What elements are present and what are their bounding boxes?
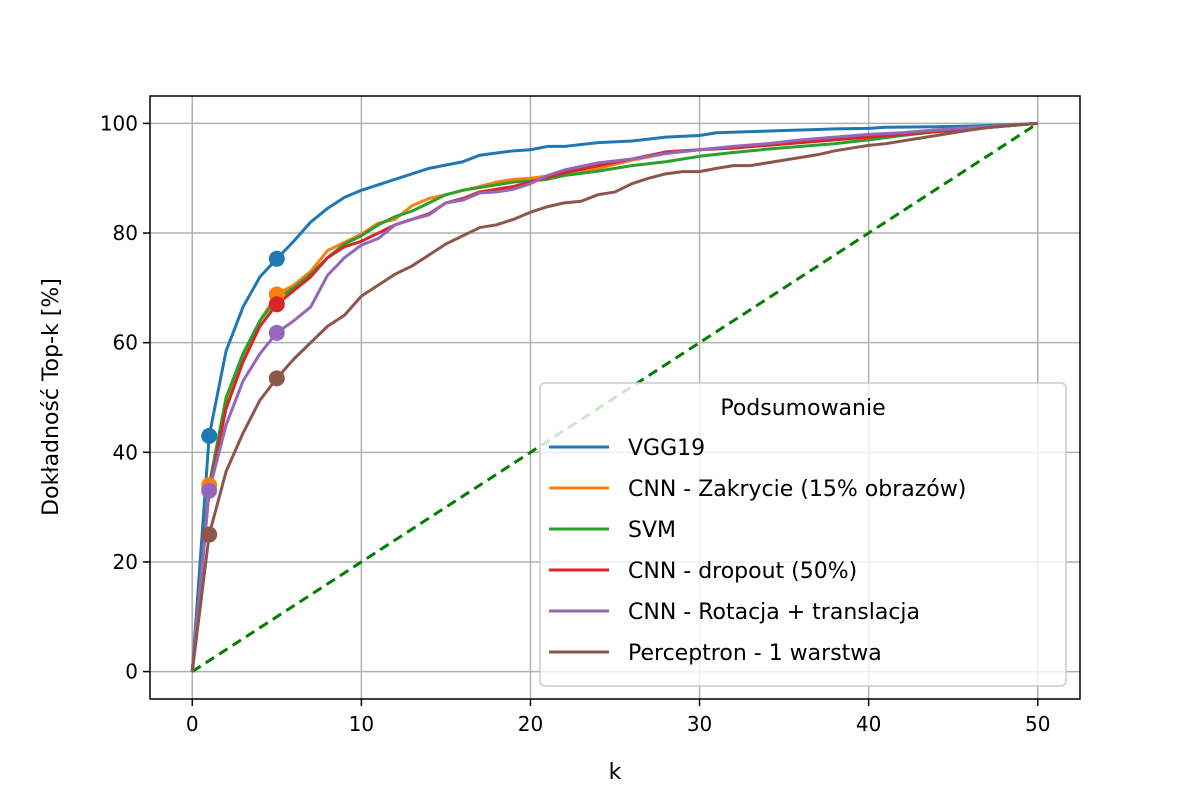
y-tick-label: 20 [113,550,138,574]
y-tick-label: 80 [113,221,138,245]
highlight-point [201,482,218,499]
series-line-3 [190,121,1038,672]
x-tick-label: 0 [186,712,199,736]
series-line-4 [190,121,1038,672]
series-line-0 [190,121,1038,672]
highlight-point [268,296,285,313]
legend-entry-label: SVM [628,518,676,543]
x-tick-label: 40 [856,712,881,736]
x-tick-label: 20 [518,712,543,736]
series-line-5 [190,121,1038,672]
highlight-markers [201,250,285,543]
grid [150,96,1080,699]
legend-box [539,382,1067,687]
x-tick-label: 10 [349,712,374,736]
axis-ticks: 0 10 20 30 40 50 0 20 40 60 80 100 [100,111,1051,736]
highlight-point [268,370,285,387]
y-tick-label: 40 [113,440,138,464]
y-tick-label: 60 [113,331,138,355]
y-axis-label: Dokładność Top-k [%] [39,278,64,516]
legend: Podsumowanie VGG19 CNN - Zakrycie (15% ob… [539,382,1067,687]
highlight-point [268,324,285,341]
legend-entry-label: CNN - Rotacja + translacja [628,600,920,625]
legend-items: VGG19 CNN - Zakrycie (15% obrazów) SVM CNN … [549,436,966,666]
legend-entry-label: VGG19 [628,436,705,461]
x-axis-label: k [609,760,622,785]
series-line-2 [190,121,1038,672]
x-tick-label: 50 [1025,712,1050,736]
x-tick-label: 30 [687,712,712,736]
legend-title: Podsumowanie [720,396,885,421]
legend-entry-label: CNN - dropout (50%) [628,559,857,584]
y-tick-label: 0 [125,660,138,684]
plot-frame [149,95,1081,700]
highlight-point [201,526,218,543]
highlight-point [268,250,285,267]
highlight-point [201,427,218,444]
legend-entry-label: CNN - Zakrycie (15% obrazów) [628,477,966,502]
y-tick-label: 100 [100,111,138,135]
legend-entry-label: Perceptron - 1 warstwa [628,641,882,666]
